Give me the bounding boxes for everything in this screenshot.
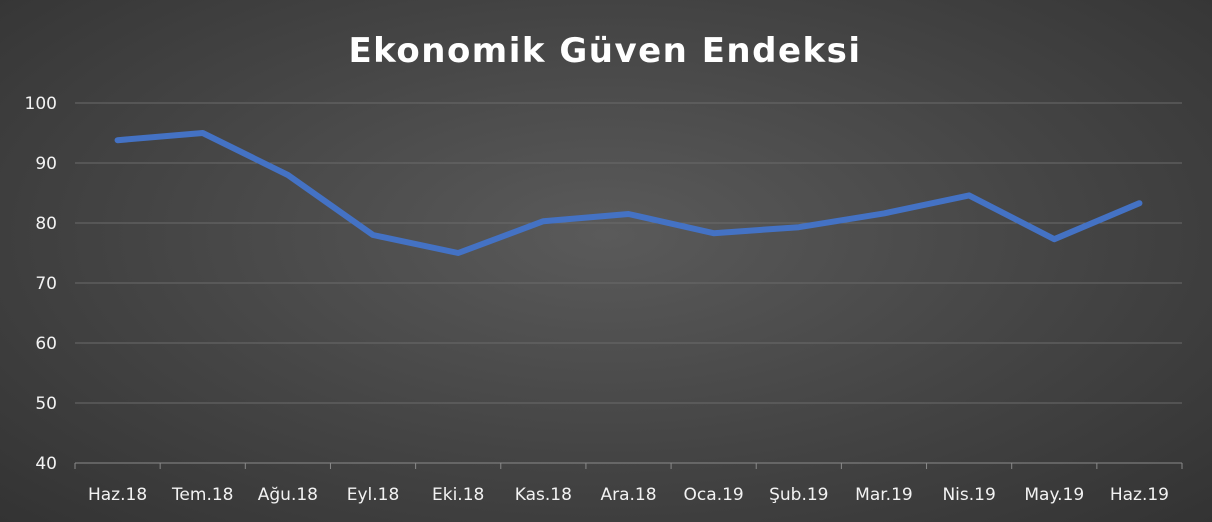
x-axis-ticks: Haz.18 Tem.18 Ağu.18 Eyl.18 Eki.18 Kas.18 Ara.… <box>88 485 1169 505</box>
data-point <box>542 220 545 223</box>
y-tick-label: 90 <box>35 154 57 174</box>
x-tick-label: Kas.18 <box>515 485 572 505</box>
data-point <box>201 132 204 134</box>
chart-title: Ekonomik Güven Endeksi <box>348 31 861 71</box>
data-point <box>286 174 289 176</box>
x-tick-label: Haz.18 <box>88 485 147 505</box>
x-tick-label: Haz.19 <box>1110 485 1169 505</box>
x-axis <box>74 462 1183 469</box>
x-tick-label: Eki.18 <box>432 485 484 505</box>
x-tick-label: Ara.18 <box>600 485 656 505</box>
series-line-0 <box>114 130 1143 256</box>
data-point <box>882 212 885 215</box>
data-point <box>797 226 800 229</box>
y-tick-label: 50 <box>35 394 57 414</box>
x-tick-label: Mar.19 <box>855 485 913 505</box>
gridlines <box>75 102 1182 404</box>
data-point <box>1138 202 1141 205</box>
x-tick-label: Ağu.18 <box>258 485 318 505</box>
x-tick-label: Nis.19 <box>942 485 995 505</box>
y-tick-label: 60 <box>35 334 57 354</box>
x-tick-label: Tem.18 <box>171 485 234 505</box>
data-point <box>116 139 119 142</box>
y-tick-label: 100 <box>25 94 57 114</box>
x-tick-label: May.19 <box>1024 485 1084 505</box>
series-layer <box>114 130 1143 256</box>
x-tick-label: Eyl.18 <box>347 485 400 505</box>
y-axis-ticks: 40 50 60 70 80 90 100 <box>25 94 57 474</box>
x-tick-label: Oca.19 <box>684 485 744 505</box>
data-point <box>457 252 460 254</box>
x-tick-label: Şub.19 <box>769 485 828 505</box>
data-point <box>1053 238 1056 241</box>
y-tick-label: 40 <box>35 454 57 474</box>
data-point <box>627 213 630 215</box>
data-point <box>372 234 375 236</box>
y-tick-label: 80 <box>35 214 57 234</box>
data-point <box>712 232 715 235</box>
y-tick-label: 70 <box>35 274 57 294</box>
data-point <box>968 194 971 197</box>
